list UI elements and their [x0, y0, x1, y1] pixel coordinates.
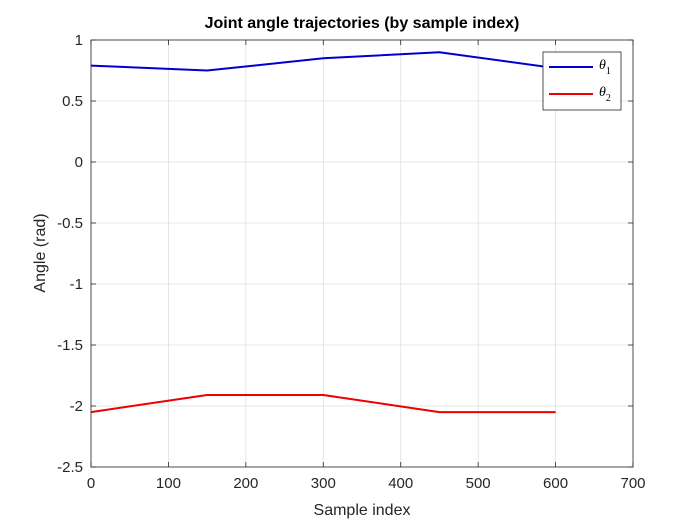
x-tick-label: 200: [233, 475, 258, 492]
x-tick-label: 300: [311, 475, 336, 492]
x-tick-label: 500: [466, 475, 491, 492]
y-tick-label: 0.5: [62, 93, 83, 110]
legend-label: θ2: [599, 85, 611, 104]
chart-title: Joint angle trajectories (by sample inde…: [205, 15, 520, 32]
legend-label: θ1: [599, 58, 611, 77]
x-axis-label: Sample index: [314, 502, 411, 519]
plot-frame: [90, 39, 634, 468]
x-tick-label: 600: [543, 475, 568, 492]
ticks: [90, 39, 634, 468]
series-layer: [90, 51, 556, 414]
y-tick-label: -1: [70, 276, 83, 293]
y-tick-label: -2.5: [57, 459, 83, 476]
y-axis-label: Angle (rad): [32, 213, 49, 292]
y-tick-labels: -2.5 -2 -1.5 -1 -0.5 0 0.5 1: [57, 32, 83, 476]
y-tick-label: 1: [75, 32, 83, 49]
legend-box: [542, 51, 622, 111]
plot-area: [91, 40, 633, 467]
y-tick-label: -1.5: [57, 337, 83, 354]
y-tick-label: -0.5: [57, 215, 83, 232]
series-line-theta1: [90, 51, 556, 72]
x-tick-label: 100: [156, 475, 181, 492]
y-tick-label: 0: [75, 154, 83, 171]
x-tick-label: 400: [388, 475, 413, 492]
x-tick-label: 0: [87, 475, 95, 492]
y-tick-label: -2: [70, 398, 83, 415]
x-tick-labels: 0 100 200 300 400 500 600 700: [87, 475, 646, 492]
x-tick-label: 700: [620, 475, 645, 492]
series-line-theta2: [90, 394, 556, 414]
